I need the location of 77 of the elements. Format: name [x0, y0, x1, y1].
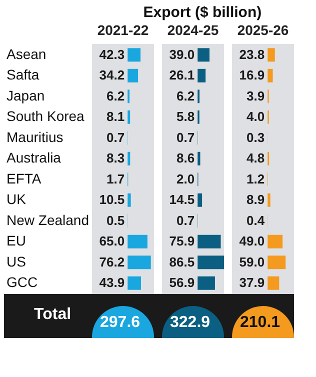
- data-label: 3.9: [246, 88, 265, 104]
- y-tick-label: Asean: [6, 46, 46, 62]
- data-label: 86.5: [169, 254, 195, 270]
- bar: [268, 256, 286, 270]
- bar: [198, 256, 224, 270]
- data-label: 0.7: [176, 130, 195, 145]
- bar: [268, 48, 275, 62]
- bar: [198, 234, 221, 248]
- bar: [198, 193, 202, 207]
- data-label: 0.5: [106, 212, 125, 228]
- bar: [268, 234, 283, 248]
- data-label: 4.8: [246, 150, 265, 166]
- y-tick-label: EU: [6, 232, 26, 249]
- data-label: 16.9: [239, 68, 265, 83]
- y-tick-label: EFTA: [6, 170, 42, 186]
- data-label: 5.8: [176, 109, 195, 124]
- data-label: 34.2: [99, 68, 125, 83]
- series-label: 2025-26: [237, 22, 289, 38]
- y-tick-label: South Korea: [6, 108, 85, 124]
- y-tick-label: Mauritius: [6, 128, 64, 145]
- data-label: 1.7: [106, 171, 125, 186]
- data-label: 8.6: [176, 150, 195, 166]
- series-label: 2024-25: [167, 22, 219, 38]
- bar: [198, 276, 215, 290]
- data-label: 76.2: [99, 254, 125, 270]
- data-label: 59.0: [239, 254, 265, 270]
- data-label: 39.0: [169, 46, 195, 62]
- y-tick-label: Safta: [6, 66, 40, 83]
- data-label: 2.0: [176, 171, 195, 186]
- bar: [128, 48, 141, 62]
- data-label: 8.9: [246, 192, 265, 208]
- bar: [268, 68, 273, 82]
- bar: [128, 152, 130, 166]
- data-label: 56.9: [169, 275, 195, 290]
- bar: [268, 276, 280, 290]
- text: 210.1: [240, 314, 280, 332]
- data-label: 37.9: [239, 275, 265, 290]
- data-label: 0.3: [246, 130, 265, 145]
- y-tick-label: Australia: [6, 150, 62, 166]
- data-label: 65.0: [99, 234, 125, 249]
- bar: [128, 193, 131, 207]
- data-label: 4.0: [246, 109, 265, 124]
- bar: [128, 234, 148, 248]
- data-label: 8.1: [106, 109, 125, 124]
- series-label: 2021-22: [97, 22, 149, 38]
- data-label: 75.9: [169, 234, 195, 249]
- y-tick-label: GCC: [6, 274, 38, 290]
- bar: [198, 68, 206, 82]
- data-label: 8.3: [106, 150, 125, 166]
- y-tick-label: UK: [6, 191, 27, 208]
- data-label: 0.4: [246, 212, 266, 228]
- y-tick-label: US: [6, 253, 26, 270]
- bar: [128, 256, 151, 270]
- text: Total: [34, 306, 72, 324]
- bar: [198, 48, 210, 62]
- bar: [128, 110, 130, 124]
- text: 297.6: [100, 314, 140, 332]
- text: 322.9: [170, 314, 210, 332]
- chart-title: Export ($ billion): [143, 4, 262, 21]
- data-label: 10.5: [99, 192, 125, 208]
- bar: [128, 68, 138, 82]
- data-label: 23.8: [239, 46, 265, 62]
- data-label: 6.2: [176, 88, 195, 104]
- data-label: 42.3: [99, 46, 125, 62]
- data-label: 43.9: [99, 275, 125, 290]
- data-label: 49.0: [239, 234, 265, 249]
- data-label: 0.7: [106, 130, 125, 145]
- data-label: 0.7: [176, 212, 195, 228]
- bar: [128, 276, 142, 290]
- data-label: 6.2: [106, 88, 125, 104]
- bar: [198, 152, 200, 166]
- y-tick-label: Japan: [6, 87, 45, 104]
- bar: [268, 193, 270, 207]
- data-label: 1.2: [246, 171, 265, 186]
- data-label: 26.1: [169, 68, 195, 83]
- y-tick-label: New Zealand: [6, 212, 89, 228]
- data-label: 14.5: [169, 192, 195, 208]
